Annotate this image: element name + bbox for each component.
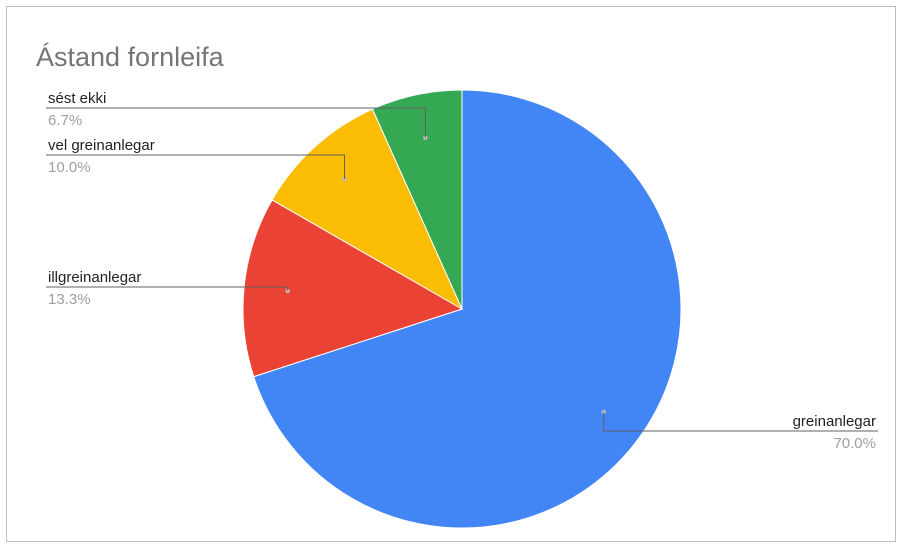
pie-slice-illgreinanlegar[interactable] <box>242 199 464 378</box>
pie-slices <box>242 89 682 529</box>
callout-line <box>46 154 345 179</box>
pie-slice-vel-greinanlegar[interactable] <box>271 108 464 311</box>
slice-value-label: 70.0% <box>833 435 876 452</box>
slice-value-label: 6.7% <box>48 112 82 129</box>
callout-line <box>46 107 426 138</box>
slice-callouts: greinanlegar 70.0% illgreinanlegar 13.3% vel… <box>46 90 878 452</box>
slice-label: vel greinanlegar <box>48 137 155 154</box>
callout-line <box>603 412 878 432</box>
slice-label: sést ekki <box>48 90 106 107</box>
slice-label: greinanlegar <box>793 413 876 430</box>
slice-value-label: 13.3% <box>48 291 91 308</box>
callout-line <box>46 286 289 291</box>
slice-value-label: 10.0% <box>48 159 91 176</box>
pie-slice-greinanlegar[interactable] <box>253 89 682 529</box>
chart-title: Ástand fornleifa <box>36 42 225 72</box>
pie-slice-sést-ekki[interactable] <box>371 89 463 310</box>
slice-label: illgreinanlegar <box>48 269 141 286</box>
